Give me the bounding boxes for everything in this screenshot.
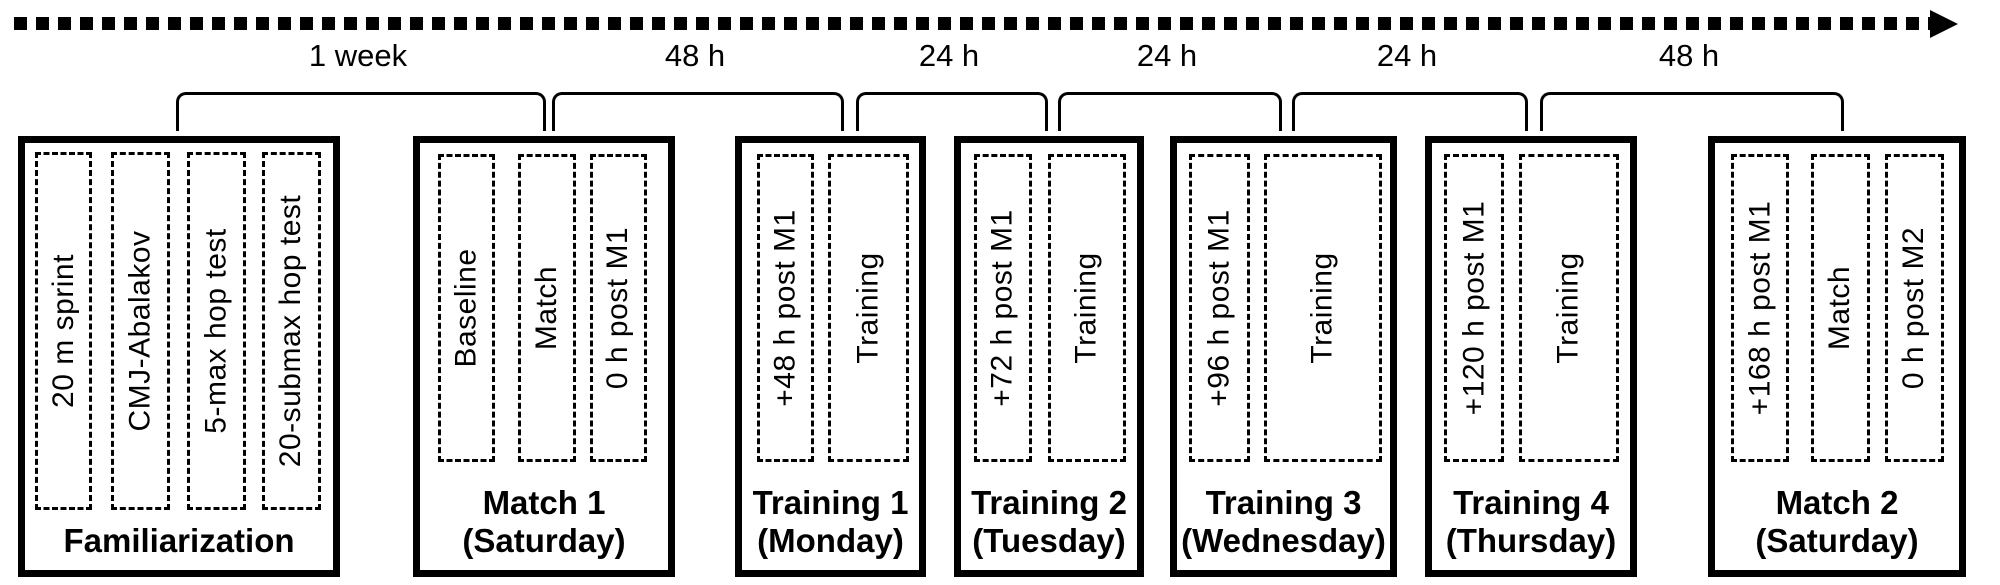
box-subtitle: (Saturday) <box>462 522 626 559</box>
session-column: Match <box>1811 154 1870 462</box>
column-label: 20-submax hop test <box>274 194 308 468</box>
column-label: 5-max hop test <box>199 228 233 434</box>
column-label: Match <box>1823 265 1857 351</box>
box-label: Familiarization <box>25 522 333 560</box>
column-label: Baseline <box>449 248 483 368</box>
column-label: 0 h post M2 <box>1897 226 1931 390</box>
column-label: +96 h post M1 <box>1202 209 1236 407</box>
interval-label-1-week: 1 week <box>308 38 408 73</box>
column-label: +168 h post M1 <box>1743 200 1776 416</box>
session-column: Training <box>1048 154 1126 462</box>
protocol-box-training-4: +120 h post M1 Training Training 4 (Thur… <box>1425 136 1637 577</box>
bracket-24h-training1 <box>856 92 1048 131</box>
bracket-48h-match1 <box>552 92 844 131</box>
bracket-48h-match2 <box>1540 92 1844 131</box>
column-label: Training <box>1552 252 1585 364</box>
box-title: Training 2 <box>971 484 1127 521</box>
box-title: Match 2 <box>1775 484 1899 521</box>
session-column: Baseline <box>438 154 495 462</box>
protocol-box-training-2: +72 h post M1 Training Training 2 (Tuesd… <box>954 136 1144 577</box>
bracket-24h-training2 <box>1058 92 1282 131</box>
column-label: 0 h post M1 <box>601 226 635 390</box>
column-label: +48 h post M1 <box>768 209 802 407</box>
box-label: Training 3 (Wednesday) <box>1177 484 1390 560</box>
box-label: Training 2 (Tuesday) <box>961 484 1137 560</box>
column-label: 20 m sprint <box>46 254 80 408</box>
box-title: Training 4 <box>1453 484 1609 521</box>
protocol-box-familiarization: 20 m sprint CMJ-Abalakov 5-max hop test … <box>18 136 340 577</box>
protocol-box-match-1: Baseline Match 0 h post M1 Match 1 (Satu… <box>413 136 675 577</box>
box-label: Match 2 (Saturday) <box>1715 484 1959 560</box>
session-column: 5-max hop test <box>187 152 246 510</box>
column-label: Training <box>851 252 885 364</box>
box-title: Training 1 <box>752 484 909 521</box>
bracket-1-week <box>176 92 546 131</box>
column-label: Training <box>1306 252 1339 364</box>
interval-label-24h-a: 24 h <box>918 38 980 73</box>
box-label: Training 1 (Monday) <box>742 484 919 560</box>
interval-label-48h-a: 48 h <box>664 38 726 73</box>
interval-label-48h-b: 48 h <box>1658 38 1720 73</box>
protocol-box-training-3: +96 h post M1 Training Training 3 (Wedne… <box>1170 136 1397 577</box>
session-column: 0 h post M2 <box>1885 154 1944 462</box>
protocol-box-match-2: +168 h post M1 Match 0 h post M2 Match 2… <box>1708 136 1966 577</box>
session-column: 0 h post M1 <box>590 154 647 462</box>
session-column: +48 h post M1 <box>757 154 814 462</box>
box-title: Match 1 <box>482 484 606 521</box>
interval-label-24h-c: 24 h <box>1376 38 1438 73</box>
session-column: Training <box>1519 154 1619 462</box>
box-subtitle: (Saturday) <box>1755 522 1919 559</box>
column-label: +72 h post M1 <box>986 209 1019 407</box>
column-label: Training <box>1070 252 1103 364</box>
column-label: CMJ-Abalakov <box>123 230 157 432</box>
arrowhead-icon <box>1930 10 1958 38</box>
session-column: 20-submax hop test <box>262 152 321 510</box>
session-column: +72 h post M1 <box>974 154 1032 462</box>
session-column: 20 m sprint <box>35 152 92 510</box>
box-title: Familiarization <box>63 522 295 559</box>
box-subtitle: (Tuesday) <box>972 522 1126 559</box>
session-column: Training <box>1264 154 1382 462</box>
box-label: Training 4 (Thursday) <box>1432 484 1630 560</box>
box-label: Match 1 (Saturday) <box>420 484 668 560</box>
interval-label-24h-b: 24 h <box>1136 38 1198 73</box>
box-subtitle: (Monday) <box>757 522 904 559</box>
box-subtitle: (Thursday) <box>1445 522 1617 559</box>
session-column: CMJ-Abalakov <box>111 152 170 510</box>
box-title: Training 3 <box>1205 484 1362 521</box>
session-column: Training <box>828 154 909 462</box>
column-label: +120 h post M1 <box>1457 200 1490 416</box>
session-column: +120 h post M1 <box>1444 154 1504 462</box>
session-column: +96 h post M1 <box>1189 154 1250 462</box>
session-column: +168 h post M1 <box>1731 154 1789 462</box>
bracket-24h-training3 <box>1292 92 1528 131</box>
column-label: Match <box>530 265 564 351</box>
timeline-dashed-line <box>14 17 1930 30</box>
box-subtitle: (Wednesday) <box>1181 522 1386 559</box>
protocol-box-training-1: +48 h post M1 Training Training 1 (Monda… <box>735 136 926 577</box>
session-column: Match <box>518 154 576 462</box>
